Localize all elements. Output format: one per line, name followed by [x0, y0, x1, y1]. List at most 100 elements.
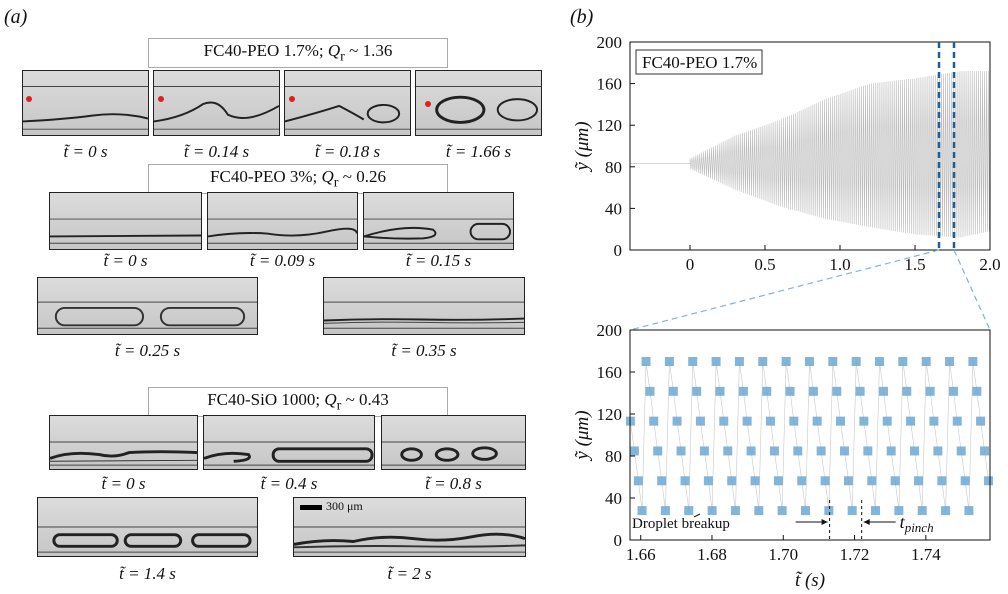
top-legend: FC40-PEO 1.7% — [642, 53, 757, 72]
data-point — [680, 476, 690, 486]
data-point — [976, 416, 986, 426]
data-point — [800, 506, 810, 516]
top-ytick-label: 80 — [605, 158, 622, 177]
data-point — [929, 416, 939, 426]
group1-caption-4: t̃ = 1.66 s — [445, 142, 512, 161]
group2-frame-3 — [363, 192, 514, 250]
data-point — [980, 446, 990, 456]
data-point — [894, 506, 904, 516]
frame-image — [382, 441, 525, 466]
data-point — [793, 446, 803, 456]
data-point — [746, 446, 756, 456]
bottom-xtick-label: 1.74 — [911, 545, 941, 564]
data-point — [730, 506, 740, 516]
group2-frame-2 — [207, 192, 358, 250]
group3-caption-3: t̃ = 0.8 s — [425, 474, 482, 493]
data-point — [692, 386, 702, 396]
frame-image — [416, 86, 541, 130]
group3-caption-2: t̃ = 0.4 s — [260, 474, 318, 493]
data-point — [867, 476, 877, 486]
data-point — [824, 506, 834, 516]
pinch-left-arrowhead — [821, 519, 828, 525]
data-point — [925, 386, 935, 396]
data-point — [960, 476, 970, 486]
data-point — [906, 416, 916, 426]
data-point — [843, 476, 853, 486]
top-xtick-label: 2.0 — [979, 255, 1000, 274]
group1-frame-2 — [153, 70, 280, 136]
frame-image — [364, 218, 513, 244]
top-ytick-label: 0 — [614, 241, 623, 260]
data-point — [738, 386, 748, 396]
data-point — [952, 416, 962, 426]
group1-caption-3: t̃ = 0.18 s — [314, 142, 381, 161]
frame-image — [208, 218, 357, 244]
bottom-axes-frame — [629, 329, 991, 541]
bottom-ytick-label: 40 — [605, 489, 622, 508]
data-point — [863, 446, 873, 456]
data-point — [653, 446, 663, 456]
data-point — [812, 416, 822, 426]
data-point — [968, 357, 978, 366]
data-point — [742, 416, 752, 426]
frame-image — [324, 301, 524, 329]
scale-bar-label: 300 μm — [326, 499, 363, 513]
data-point — [664, 357, 674, 366]
data-point — [684, 506, 694, 516]
group3-frame-3 — [381, 415, 526, 470]
data-point — [758, 357, 768, 366]
data-point — [672, 416, 682, 426]
red-marker-2 — [158, 96, 164, 102]
data-point — [649, 416, 659, 426]
data-point — [820, 476, 830, 486]
data-point — [804, 357, 814, 366]
group3-title: FC40-SiO 1000; Qr ~ 0.43 — [148, 387, 448, 418]
group2-frame-1 — [49, 192, 202, 250]
group1-frame-4 — [415, 70, 542, 136]
data-point — [933, 446, 943, 456]
top-chart: 0 0.5 1.0 1.5 2.0 0 40 80 120 160 200 ỹ (μm) FC40-PE… — [572, 33, 1001, 274]
data-point — [711, 357, 721, 366]
group3-frame-2 — [203, 415, 375, 470]
red-marker-4 — [425, 101, 431, 107]
top-ytick-label: 160 — [597, 75, 623, 94]
data-point — [859, 416, 869, 426]
top-xtick-label: 0.5 — [754, 255, 775, 274]
group2-caption-2: t̃ = 0.09 s — [249, 251, 316, 270]
bottom-xlabel: t̃ (s) — [795, 570, 825, 591]
top-ylabel: ỹ (μm) — [572, 121, 593, 172]
connector-right — [953, 249, 991, 331]
group2-caption-3: t̃ = 0.15 s — [405, 251, 472, 270]
group3-title-value: ~ 0.43 — [341, 390, 389, 409]
data-point — [765, 416, 775, 426]
data-point — [719, 416, 729, 426]
data-point — [660, 506, 670, 516]
data-point — [645, 386, 655, 396]
frame-image — [294, 526, 525, 553]
frame-image — [50, 218, 201, 244]
data-point — [839, 446, 849, 456]
data-point — [836, 416, 846, 426]
group1-caption-2: t̃ = 0.14 s — [183, 142, 250, 161]
data-point — [797, 476, 807, 486]
data-point — [727, 476, 737, 486]
group3-title-q: Q — [324, 390, 337, 409]
data-point — [917, 506, 927, 516]
data-point — [913, 476, 923, 486]
bottom-xtick-label: 1.66 — [626, 545, 656, 564]
pinch-right-arrowhead — [863, 519, 870, 525]
data-point — [633, 476, 643, 486]
group3-frame-4 — [37, 497, 258, 557]
group2-caption-4: t̃ = 0.25 s — [114, 341, 181, 360]
data-point — [878, 386, 888, 396]
group3-title-sub: r — [336, 397, 342, 414]
group1-title: FC40-PEO 1.7%; Qr ~ 1.36 — [148, 38, 448, 69]
data-point — [937, 476, 947, 486]
annotation-pinch-sub: pinch — [904, 520, 934, 535]
frame-image — [50, 441, 197, 466]
bottom-ytick-label: 80 — [605, 447, 622, 466]
data-point — [769, 446, 779, 456]
data-point — [875, 357, 885, 366]
frame-image — [285, 86, 410, 130]
top-legend-box — [635, 49, 763, 75]
